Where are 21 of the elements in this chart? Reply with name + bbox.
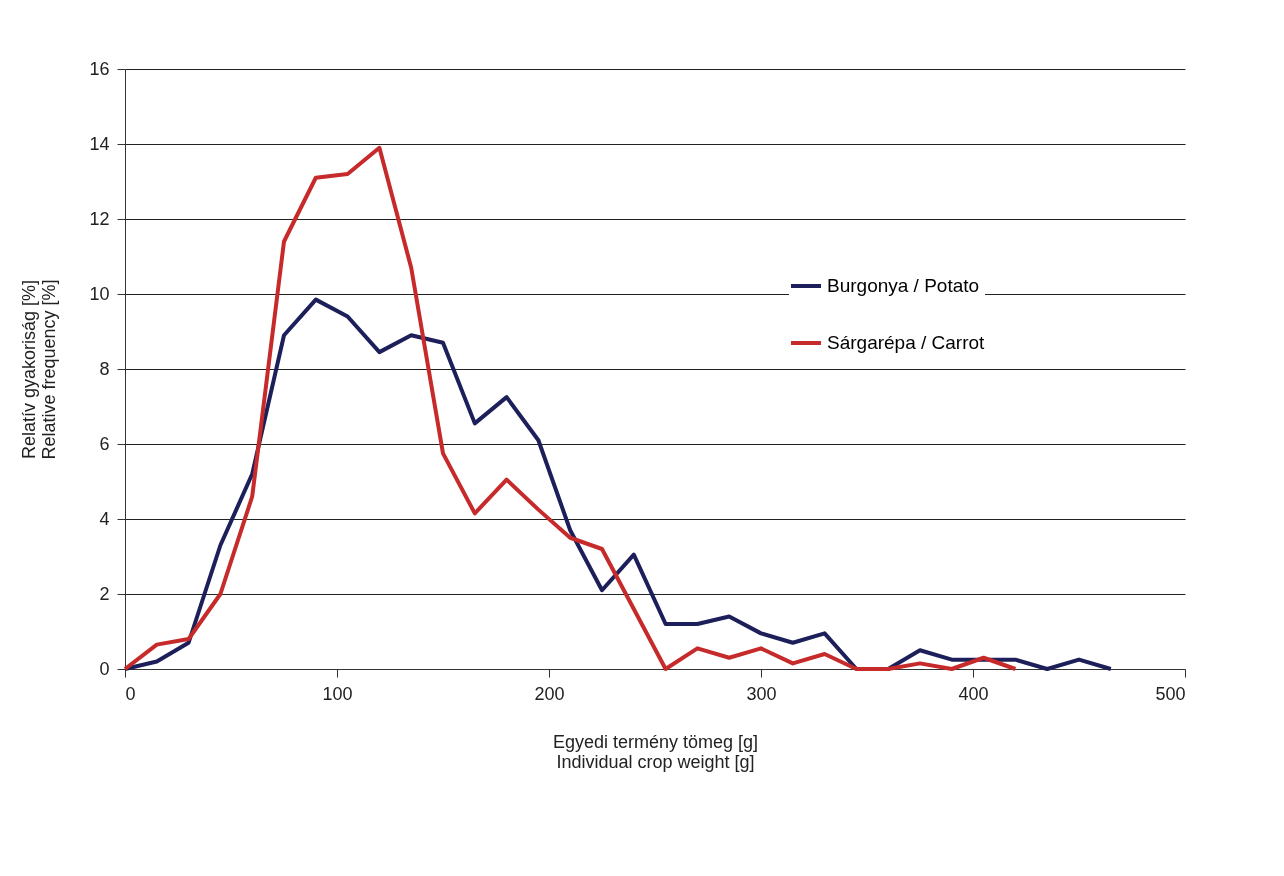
x-tick-label: 300 xyxy=(746,683,777,704)
legend-label: Burgonya / Potato xyxy=(827,275,980,296)
y-tick-label: 2 xyxy=(99,583,110,604)
x-tick-label: 400 xyxy=(958,683,989,704)
x-tick-label: 0 xyxy=(125,683,136,704)
y-tick-label: 4 xyxy=(99,508,110,529)
y-tick-label: 10 xyxy=(89,283,110,304)
y-tick-label: 6 xyxy=(99,433,110,454)
x-tick-label: 100 xyxy=(322,683,353,704)
y-tick-label: 16 xyxy=(89,58,110,79)
y-tick-label: 14 xyxy=(89,133,110,154)
x-axis-title: Egyedi termény tömeg [g] Individual crop weight [g] xyxy=(552,731,759,772)
x-tick-label: 200 xyxy=(534,683,565,704)
legend-label: Sárgarépa / Carrot xyxy=(827,332,986,353)
y-tick-label: 12 xyxy=(89,208,110,229)
y-axis-title: Relatív gyakoriság [%] Relative frequency [%] xyxy=(19,279,60,460)
y-tick-label: 8 xyxy=(99,358,110,379)
line-series xyxy=(123,297,1113,671)
y-tick-label: 0 xyxy=(99,658,110,679)
x-tick-label: 500 xyxy=(1155,683,1186,704)
line-series xyxy=(123,145,1018,671)
